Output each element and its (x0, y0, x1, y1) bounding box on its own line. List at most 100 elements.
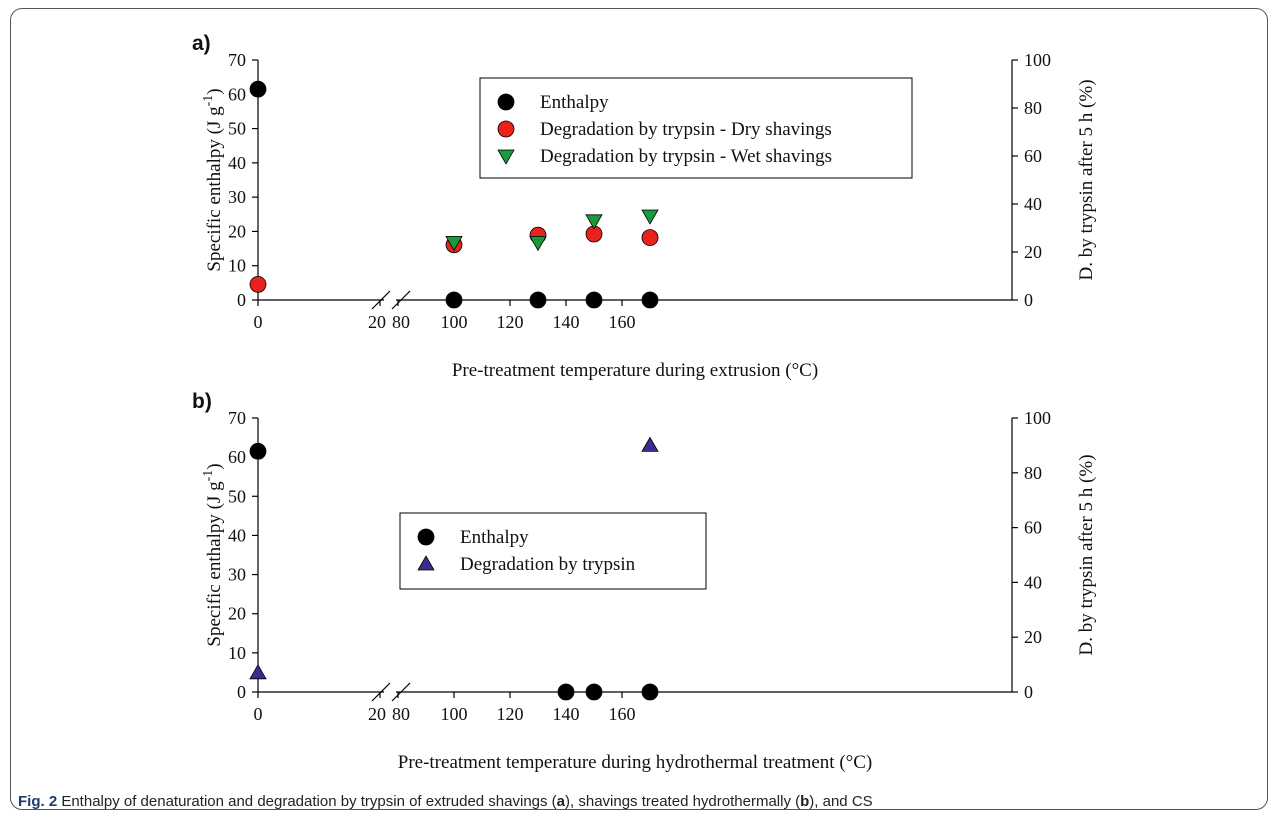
x-axis-tick-label: 0 (254, 312, 263, 332)
x-axis-tick-label: 20 (368, 704, 386, 724)
x-axis-tick-label: 80 (392, 704, 410, 724)
data-point (641, 209, 659, 225)
data-point (585, 291, 603, 309)
right-axis-tick-label: 80 (1024, 98, 1042, 118)
series-0 (249, 80, 659, 309)
caption-text-1: Enthalpy of denaturation and degradation… (57, 793, 557, 810)
axis-break-mark (391, 682, 411, 702)
axis-break-mark (371, 290, 391, 310)
right-axis-tick-label: 0 (1024, 682, 1033, 702)
right-axis-tick-label: 100 (1024, 408, 1051, 428)
legend-label: Enthalpy (460, 527, 529, 548)
data-point (641, 291, 659, 309)
right-axis-tick-label: 40 (1024, 194, 1042, 214)
data-point (641, 229, 659, 247)
legend-marker (497, 93, 515, 111)
left-axis-title-close: ) (204, 88, 225, 94)
caption-ref-b: b (800, 793, 810, 810)
left-axis-tick-label: 0 (237, 290, 246, 310)
data-point (529, 235, 547, 252)
legend-marker (497, 120, 515, 138)
x-axis-tick-label: 20 (368, 312, 386, 332)
data-point (249, 275, 267, 293)
left-axis-title-superscript: -1 (201, 95, 216, 107)
data-point (249, 664, 267, 680)
left-axis-title: Specific enthalpy (J g-1) (201, 88, 225, 271)
right-axis-tick-label: 20 (1024, 627, 1042, 647)
x-axis-tick-label: 100 (441, 312, 468, 332)
right-axis-tick-label: 20 (1024, 242, 1042, 262)
data-point (585, 683, 603, 701)
left-axis-tick-label: 60 (228, 84, 246, 104)
left-axis-tick-label: 30 (228, 187, 246, 207)
data-point (641, 683, 659, 701)
legend-label: Degradation by trypsin - Wet shavings (540, 146, 832, 167)
legend-box (399, 512, 707, 590)
data-point (445, 291, 463, 309)
left-axis-tick-label: 70 (228, 408, 246, 428)
x-axis-tick-label: 100 (441, 704, 468, 724)
right-axis-tick-label: 40 (1024, 572, 1042, 592)
legend-marker (417, 528, 435, 546)
axis-break-mark (371, 682, 391, 702)
data-point (249, 80, 267, 98)
x-axis-tick-label: 80 (392, 312, 410, 332)
x-axis-tick-label: 140 (553, 312, 580, 332)
x-axis-tick-label: 160 (609, 312, 636, 332)
x-axis-tick-label: 120 (497, 312, 524, 332)
left-axis-tick-label: 20 (228, 604, 246, 624)
left-axis-tick-label: 50 (228, 119, 246, 139)
right-axis-tick-label: 0 (1024, 290, 1033, 310)
left-axis-tick-label: 40 (228, 153, 246, 173)
caption-ref-a: a (556, 793, 566, 810)
left-axis-tick-label: 20 (228, 221, 246, 241)
right-axis-tick-label: 60 (1024, 518, 1042, 538)
series-2 (445, 209, 659, 252)
right-axis-title: D. by trypsin after 5 h (%) (1076, 454, 1097, 655)
series-1 (249, 225, 659, 293)
left-axis-title: Specific enthalpy (J g-1) (201, 463, 225, 646)
right-axis-title: D. by trypsin after 5 h (%) (1076, 79, 1097, 280)
caption-label: Fig. 2 (18, 793, 58, 810)
legend-marker (497, 149, 515, 165)
legend-label: Degradation by trypsin (460, 554, 636, 575)
data-point (249, 442, 267, 460)
legend-box (479, 77, 913, 179)
panel-label: a) (192, 32, 211, 55)
left-axis-tick-label: 10 (228, 643, 246, 663)
right-axis-tick-label: 80 (1024, 463, 1042, 483)
caption-text-2: ), shavings treated hydrothermally ( (565, 793, 801, 810)
series-0 (249, 442, 659, 701)
x-axis-tick-label: 120 (497, 704, 524, 724)
left-axis-tick-label: 50 (228, 486, 246, 506)
legend: Enthalpy Degradation by trypsin - Dry sha… (479, 77, 913, 179)
data-point (641, 436, 659, 452)
axis-break-mark (391, 290, 411, 310)
left-axis-title-main: Specific enthalpy (J g (204, 106, 225, 272)
legend-label: Degradation by trypsin - Dry shavings (540, 119, 832, 140)
figure-caption: Fig. 2 Enthalpy of denaturation and degr… (18, 793, 1258, 810)
x-axis-tick-label: 0 (254, 704, 263, 724)
data-point (557, 683, 575, 701)
data-point (445, 235, 463, 252)
panel-label: b) (192, 390, 212, 413)
x-axis-title: Pre-treatment temperature during hydroth… (398, 752, 873, 773)
x-axis-tick-label: 160 (609, 704, 636, 724)
x-axis-title: Pre-treatment temperature during extrusi… (452, 360, 818, 381)
left-axis-title-close: ) (204, 463, 225, 469)
caption-text-3: ), and CS (809, 793, 873, 810)
panel-b: b) 0 10 20 30 40 50 60 70 0 20 40 60 80 100 0 20 80 100 120… (192, 390, 1097, 773)
legend-label: Enthalpy (540, 92, 609, 113)
left-axis-tick-label: 10 (228, 256, 246, 276)
data-point (585, 214, 603, 230)
panel-a: a) 0 10 20 30 40 50 60 70 0 20 40 60 80 100 0 20 80 100 120… (192, 32, 1097, 381)
left-axis-title-superscript: -1 (201, 470, 216, 482)
left-axis-tick-label: 30 (228, 565, 246, 585)
right-axis-tick-label: 100 (1024, 50, 1051, 70)
data-point (529, 291, 547, 309)
left-axis-tick-label: 40 (228, 525, 246, 545)
left-axis-tick-label: 0 (237, 682, 246, 702)
right-axis-tick-label: 60 (1024, 146, 1042, 166)
left-axis-tick-label: 60 (228, 447, 246, 467)
